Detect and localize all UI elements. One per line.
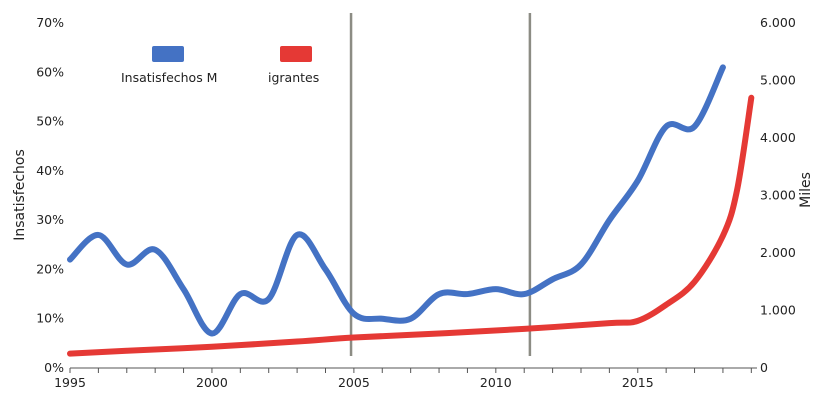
y-left-tick-label: 0% bbox=[44, 360, 64, 375]
legend-swatch-migrantes bbox=[280, 46, 312, 62]
y-right-tick-label: 6.000 bbox=[760, 15, 796, 30]
y-axis-right-title: Miles bbox=[798, 172, 814, 208]
y-axis-left-title: Insatisfechos bbox=[12, 149, 28, 241]
x-tick-label: 2005 bbox=[338, 375, 370, 390]
y-left-tick-label: 60% bbox=[36, 64, 64, 79]
y-right-tick-label: 2.000 bbox=[760, 245, 796, 260]
legend-label-insatisfechos: Insatisfechos M bbox=[121, 70, 217, 85]
y-left-tick-label: 20% bbox=[36, 261, 64, 276]
series-line-migrantes bbox=[67, 94, 755, 357]
y-right-tick-label: 4.000 bbox=[760, 130, 796, 145]
y-left-tick-label: 70% bbox=[36, 15, 64, 30]
legend: Insatisfechos M igrantes bbox=[121, 46, 319, 85]
y-right-tick-label: 0 bbox=[760, 360, 768, 375]
y-right-tick-label: 5.000 bbox=[760, 73, 796, 88]
legend-label-migrantes: igrantes bbox=[268, 70, 319, 85]
y-right-tick-label: 1.000 bbox=[760, 303, 796, 318]
y-right-tick-label: 3.000 bbox=[760, 188, 796, 203]
y-left-tick-label: 30% bbox=[36, 212, 64, 227]
y-left-tick-label: 10% bbox=[36, 311, 64, 326]
x-tick-label: 2000 bbox=[196, 375, 228, 390]
x-tick-label: 2015 bbox=[622, 375, 654, 390]
series-line-insatisfechos bbox=[67, 64, 726, 337]
y-left-tick-label: 50% bbox=[36, 114, 64, 129]
legend-swatch-insatisfechos bbox=[152, 46, 184, 62]
x-tick-label: 1995 bbox=[54, 375, 86, 390]
x-tick-label: 2010 bbox=[480, 375, 512, 390]
y-left-tick-label: 40% bbox=[36, 163, 64, 178]
